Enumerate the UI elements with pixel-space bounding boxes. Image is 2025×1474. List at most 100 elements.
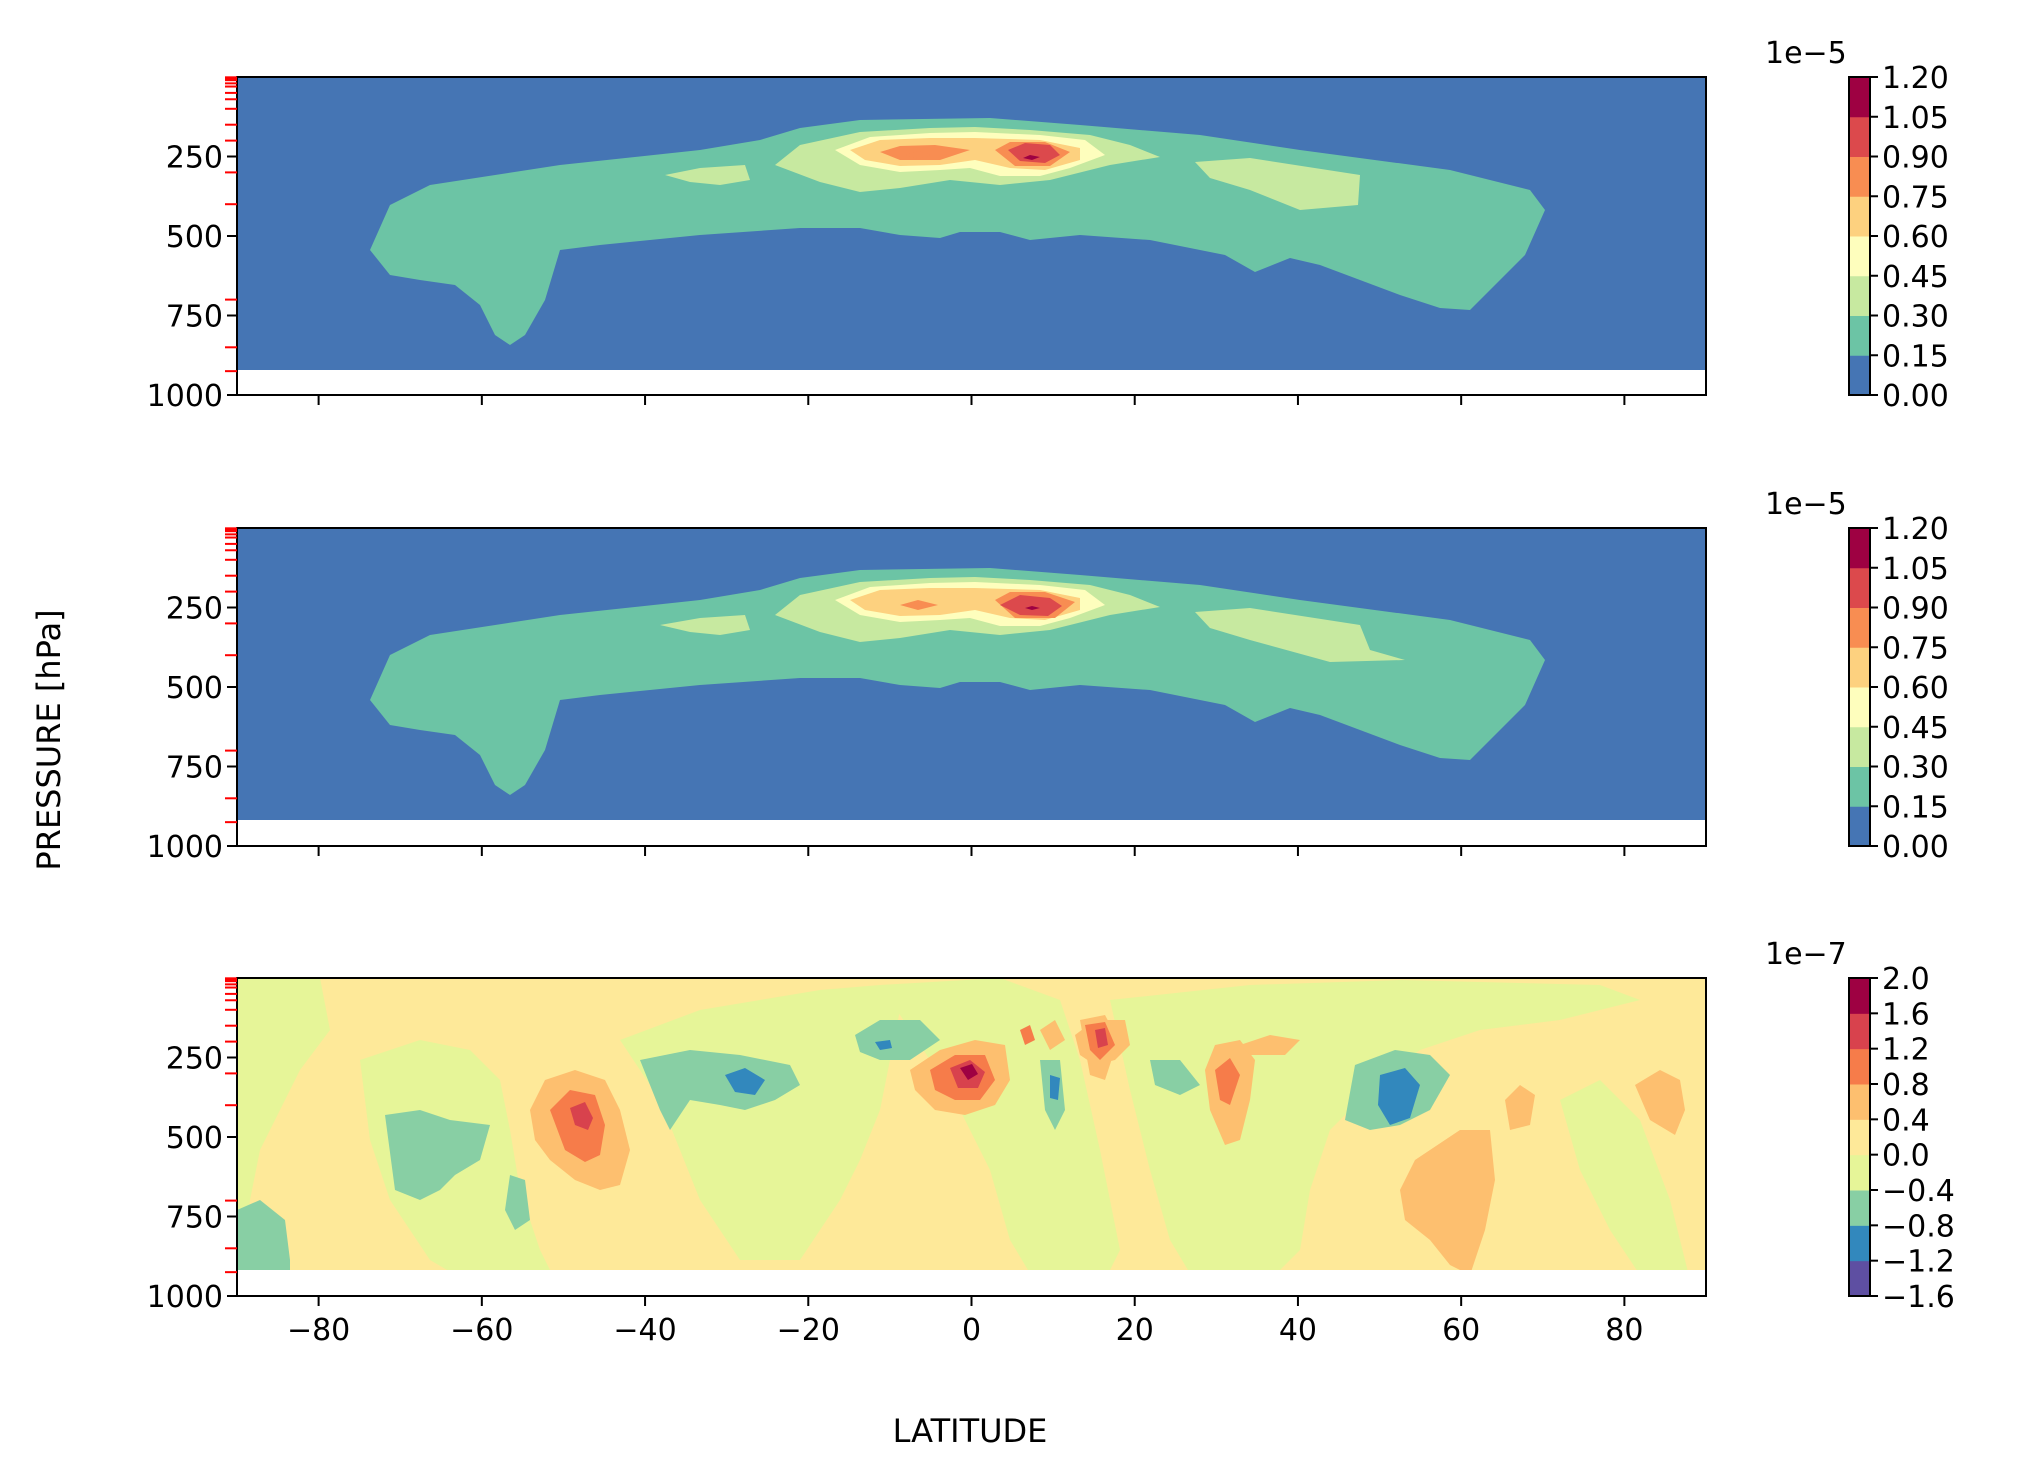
contour-band-5 <box>900 600 938 610</box>
contour-band-neg-0.4 <box>640 1050 800 1130</box>
colorbar-bottom: −1.6−1.2−0.8−0.40.00.40.81.21.62.0 1e−7 <box>1765 937 1955 1315</box>
colorbar-segment <box>1849 978 1870 1014</box>
contour-band-pos-1.6 <box>960 1064 978 1080</box>
x-tick-label: 80 <box>1605 1313 1643 1348</box>
colorbar-tick-label: 2.0 <box>1882 962 1930 997</box>
panel-top: 250 500 750 1000 <box>147 76 1707 414</box>
y-tick-label: 1000 <box>147 379 223 414</box>
colorbar-segment <box>1849 196 1870 237</box>
y-tick-label: 500 <box>166 671 223 706</box>
y-tick-label: 750 <box>166 300 223 335</box>
contour-band-5 <box>880 145 970 160</box>
colorbar-segment <box>1849 528 1870 569</box>
colorbar-segment <box>1849 1225 1870 1262</box>
axes-middle: 250 500 750 1000 <box>147 527 1626 865</box>
colorbar-tick-label: 0.30 <box>1882 300 1949 335</box>
contour-band-neg-0.8 <box>875 1040 892 1050</box>
panel-bottom: −80 −60 −40 −20 0 20 40 60 80 250 500 750 1000 <box>147 977 1707 1348</box>
below-surface-mask <box>237 820 1706 846</box>
colorbar-tick-label: 0.75 <box>1882 180 1949 215</box>
colorbar-tick-label: 0.15 <box>1882 790 1949 825</box>
colorbar-exponent: 1e−5 <box>1765 36 1847 71</box>
contour-band-pos-0.8 <box>550 1090 605 1162</box>
contour-band-7 <box>1023 155 1040 160</box>
colorbar-segment <box>1849 607 1870 648</box>
contour-field-bottom <box>237 978 1706 1296</box>
contour-band-neg-0.8 <box>725 1068 765 1095</box>
y-tick-label: 250 <box>166 592 223 627</box>
contour-band-2 <box>665 165 750 185</box>
contour-band-neg-0.8 <box>1050 1075 1060 1100</box>
colorbar-segment <box>1849 236 1870 277</box>
contour-band-pos-1.2 <box>1095 1028 1108 1048</box>
contour-band-pos-0.4 <box>1635 1070 1685 1135</box>
colorbar-segment <box>1849 1119 1870 1156</box>
contour-band-2 <box>1195 608 1405 662</box>
colorbar-tick-label: −1.6 <box>1882 1280 1955 1315</box>
contour-band-neg-small <box>1560 1080 1690 1290</box>
x-tick-label: 20 <box>1116 1313 1154 1348</box>
y-tick-label: 750 <box>166 751 223 786</box>
colorbar-middle: 0.00 0.15 0.30 0.45 0.60 0.75 0.90 1.05 1.20 1e−5 <box>1765 487 1949 865</box>
y-tick-label: 1000 <box>147 830 223 865</box>
contour-band-pos-1.2 <box>570 1102 593 1130</box>
contour-band-neg-0.8 <box>1378 1068 1420 1125</box>
x-tick-label: 60 <box>1442 1313 1480 1348</box>
colorbar-tick-label: 1.20 <box>1882 61 1949 96</box>
colorbar-tick-label: 1.2 <box>1882 1033 1930 1068</box>
colorbar-exponent: 1e−5 <box>1765 487 1847 522</box>
contour-band-pos-0.8 <box>1215 1058 1240 1105</box>
colorbar-tick-label: 1.20 <box>1882 512 1949 547</box>
colorbar-tick-label: 0.75 <box>1882 631 1949 666</box>
colorbar-segment <box>1849 116 1870 157</box>
x-tick-label: −20 <box>777 1313 840 1348</box>
colorbar-segment <box>1849 726 1870 767</box>
colorbar-tick-label: 0.0 <box>1882 1139 1930 1174</box>
colorbar-tick-label: 0.90 <box>1882 592 1949 627</box>
y-tick-label: 750 <box>166 1201 223 1236</box>
colorbar-tick-label: −0.4 <box>1882 1174 1955 1209</box>
x-axis-label: LATITUDE <box>893 1412 1048 1450</box>
colorbar-tick-label: 0.45 <box>1882 260 1949 295</box>
colorbar-tick-label: 0.00 <box>1882 379 1949 414</box>
colorbar-tick-label: 1.05 <box>1882 552 1949 587</box>
contour-band-neg-0.4 <box>505 1175 530 1230</box>
y-tick-label: 250 <box>166 1042 223 1077</box>
y-axis-label: PRESSURE [hPa] <box>30 609 68 870</box>
contour-band-neg-0.4 <box>855 1020 940 1060</box>
x-tick-label: 40 <box>1279 1313 1317 1348</box>
colorbar-segment <box>1849 567 1870 608</box>
colorbar-segment <box>1849 766 1870 807</box>
y-tick-label: 250 <box>166 141 223 176</box>
contour-band-6 <box>1000 595 1062 616</box>
colorbar-segment <box>1849 315 1870 356</box>
axes-top: 250 500 750 1000 <box>147 76 1626 414</box>
below-surface-mask <box>237 370 1706 395</box>
colorbar-tick-label: 0.45 <box>1882 711 1949 746</box>
colorbar-segment <box>1849 647 1870 688</box>
contour-band-2 <box>1195 158 1360 210</box>
colorbar-segment <box>1849 77 1870 118</box>
colorbar-segment <box>1849 687 1870 728</box>
x-tick-label: −40 <box>613 1313 676 1348</box>
colorbar-segment <box>1849 1260 1870 1297</box>
contour-band-5 <box>905 151 932 159</box>
colorbar-tick-label: −1.2 <box>1882 1245 1955 1280</box>
contour-band-neg-0.4 <box>1150 1060 1200 1095</box>
colorbar-tick-label: 0.60 <box>1882 671 1949 706</box>
colorbar-segment <box>1849 806 1870 847</box>
y-tick-label: 1000 <box>147 1280 223 1315</box>
contour-band-pos-0.4 <box>1505 1085 1535 1130</box>
x-tick-label: −60 <box>450 1313 513 1348</box>
colorbar-tick-label: −0.8 <box>1882 1209 1955 1244</box>
x-tick-label: 0 <box>962 1313 981 1348</box>
colorbar-segment <box>1849 156 1870 197</box>
colorbar-segment <box>1849 1190 1870 1226</box>
contour-band-pos-0.4 <box>1400 1130 1495 1275</box>
contour-field-middle <box>237 528 1706 846</box>
below-surface-mask <box>237 1270 1706 1296</box>
y-tick-label: 500 <box>166 220 223 255</box>
colorbar-exponent: 1e−7 <box>1765 937 1847 972</box>
colorbar-tick-label: 0.60 <box>1882 220 1949 255</box>
